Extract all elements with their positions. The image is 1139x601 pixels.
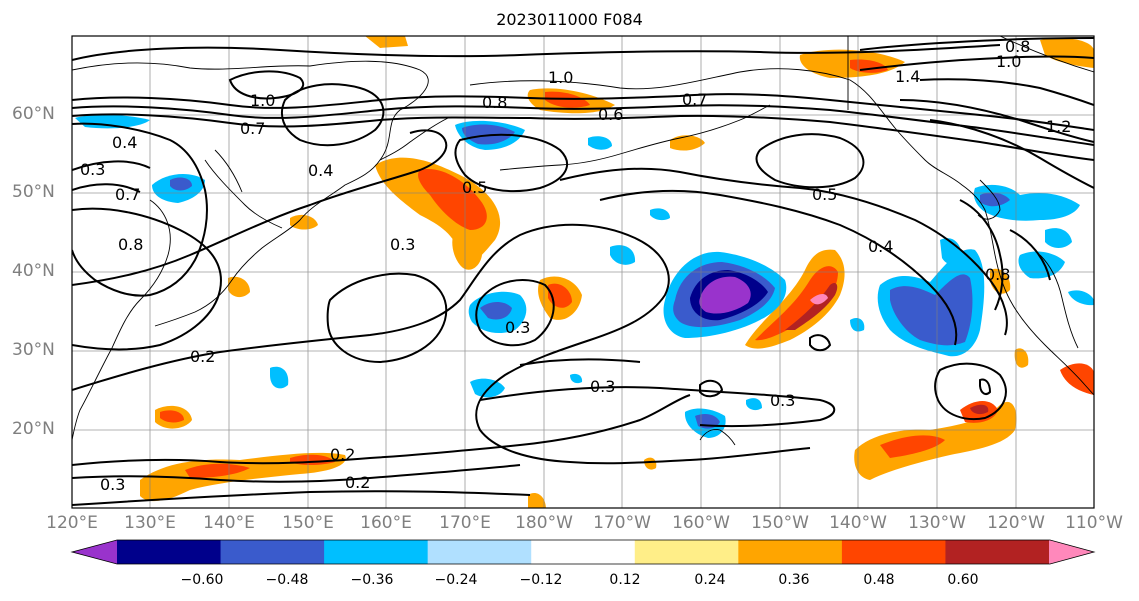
lat-label-60n: 60°N	[12, 104, 55, 124]
lon-label-140w: 140°W	[829, 513, 887, 533]
colorbar-tick: −0.48	[265, 572, 309, 588]
svg-text:0.8: 0.8	[118, 235, 143, 254]
lon-label-130e: 130°E	[124, 513, 176, 533]
svg-text:1.2: 1.2	[1046, 117, 1071, 136]
svg-text:0.3: 0.3	[100, 475, 125, 494]
coastlines	[72, 36, 1094, 446]
colorbar-tick: −0.12	[519, 572, 563, 588]
svg-text:0.7: 0.7	[682, 90, 707, 109]
svg-text:0.2: 0.2	[345, 473, 370, 492]
colorbar-tick: 0.36	[778, 572, 810, 588]
svg-text:0.8: 0.8	[1005, 37, 1030, 56]
colorbar-tick: 0.60	[947, 572, 979, 588]
svg-text:1.0: 1.0	[996, 52, 1021, 71]
lon-label-170e: 170°E	[439, 513, 491, 533]
contour-labels: 1.0 1.0 0.7 0.8 0.6 0.7 1.4 1.2 0.8 1.0 …	[80, 37, 1071, 494]
svg-text:0.2: 0.2	[190, 347, 215, 366]
lon-label-180w: 180°W	[515, 513, 573, 533]
svg-text:1.0: 1.0	[548, 68, 573, 87]
lon-label-120w: 120°W	[987, 513, 1045, 533]
colorbar-tick: −0.36	[350, 572, 394, 588]
svg-text:0.3: 0.3	[590, 377, 615, 396]
lon-label-120e: 120°E	[46, 513, 98, 533]
svg-text:0.7: 0.7	[115, 185, 140, 204]
svg-text:0.3: 0.3	[390, 235, 415, 254]
shaded-anomalies	[75, 36, 1094, 508]
colorbar-tick: −0.24	[434, 572, 478, 588]
colorbar-tick: 0.24	[694, 572, 726, 588]
map-frame	[71, 35, 1095, 509]
lat-label-40n: 40°N	[12, 261, 55, 281]
svg-text:0.3: 0.3	[770, 391, 795, 410]
svg-text:0.8: 0.8	[985, 265, 1010, 284]
lon-label-160e: 160°E	[360, 513, 412, 533]
lat-label-30n: 30°N	[12, 340, 55, 360]
lat-label-20n: 20°N	[12, 419, 55, 439]
svg-text:0.5: 0.5	[462, 178, 487, 197]
lon-label-150w: 150°W	[751, 513, 809, 533]
lon-label-140e: 140°E	[203, 513, 255, 533]
lon-label-160w: 160°W	[672, 513, 730, 533]
chart-title: 2023011000 F084	[496, 10, 643, 29]
colorbar-tick: 0.48	[863, 572, 895, 588]
lat-label-50n: 50°N	[12, 182, 55, 202]
svg-text:1.0: 1.0	[250, 91, 275, 110]
svg-text:0.5: 0.5	[812, 185, 837, 204]
colorbar-tick: 0.12	[609, 572, 641, 588]
svg-text:0.2: 0.2	[330, 445, 355, 464]
lon-label-170w: 170°W	[593, 513, 651, 533]
svg-text:0.3: 0.3	[505, 318, 530, 337]
svg-text:0.4: 0.4	[868, 237, 893, 256]
lon-label-130w: 130°W	[908, 513, 966, 533]
colorbar-tick: −0.60	[180, 572, 224, 588]
svg-text:0.7: 0.7	[240, 119, 265, 138]
svg-text:0.4: 0.4	[308, 161, 333, 180]
svg-text:0.6: 0.6	[598, 105, 623, 124]
svg-text:1.4: 1.4	[895, 67, 920, 86]
lon-label-150e: 150°E	[282, 513, 334, 533]
svg-text:0.3: 0.3	[80, 160, 105, 179]
lon-label-110w: 110°W	[1065, 513, 1123, 533]
svg-text:0.4: 0.4	[112, 133, 137, 152]
svg-text:0.8: 0.8	[482, 93, 507, 112]
contour-lines	[72, 37, 1094, 506]
